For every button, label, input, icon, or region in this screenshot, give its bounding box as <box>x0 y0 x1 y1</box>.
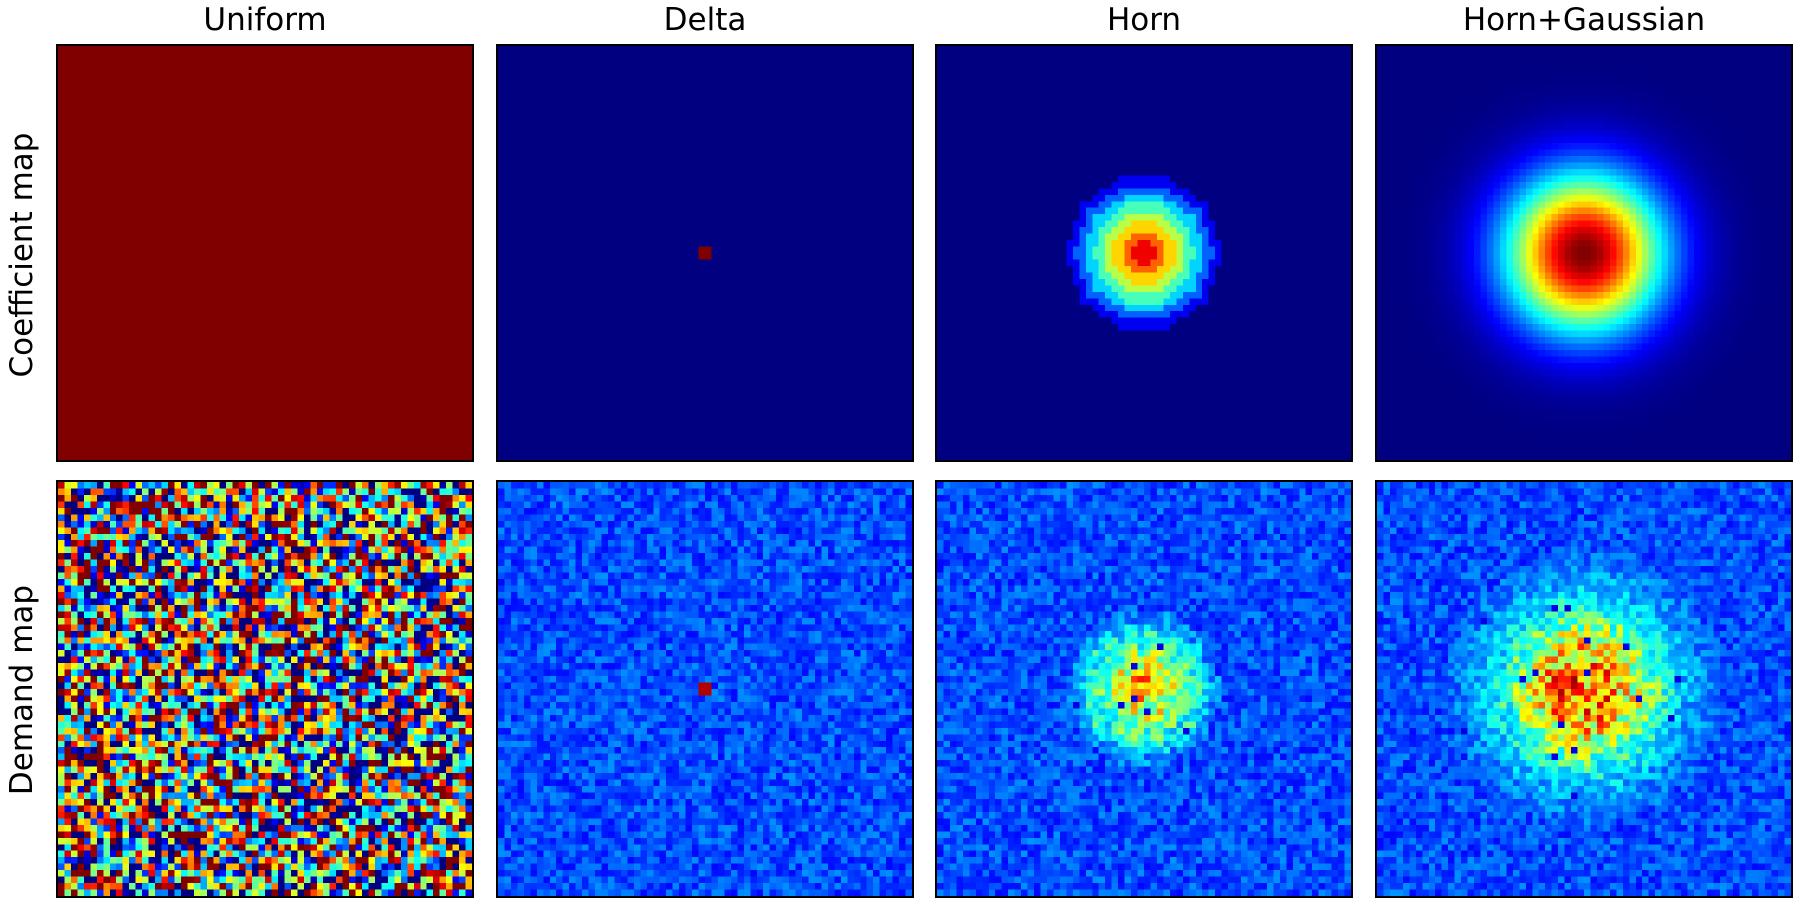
heatmap-coefficient-horn-gaussian <box>1375 44 1793 462</box>
heatmap-demand-horn <box>935 480 1353 898</box>
column-title-horn-gaussian: Horn+Gaussian <box>1462 2 1706 38</box>
heatmap-canvas <box>58 46 472 460</box>
column-title-horn: Horn <box>1106 2 1182 38</box>
heatmap-canvas <box>1377 482 1791 896</box>
heatmap-canvas <box>937 46 1351 460</box>
heatmap-canvas <box>937 482 1351 896</box>
heatmap-canvas <box>58 482 472 896</box>
heatmap-coefficient-uniform <box>56 44 474 462</box>
row-label-coefficient-map-text: Coefficient map <box>4 132 40 378</box>
row-label-demand-map-text: Demand map <box>4 584 40 796</box>
heatmap-demand-uniform <box>56 480 474 898</box>
heatmap-canvas <box>498 482 912 896</box>
heatmap-demand-delta <box>496 480 914 898</box>
heatmap-coefficient-delta <box>496 44 914 462</box>
heatmap-coefficient-horn <box>935 44 1353 462</box>
column-title-uniform: Uniform <box>203 2 327 38</box>
heatmap-demand-horn-gaussian <box>1375 480 1793 898</box>
heatmap-canvas <box>498 46 912 460</box>
heatmap-canvas <box>1377 46 1791 460</box>
column-title-delta: Delta <box>663 2 747 38</box>
